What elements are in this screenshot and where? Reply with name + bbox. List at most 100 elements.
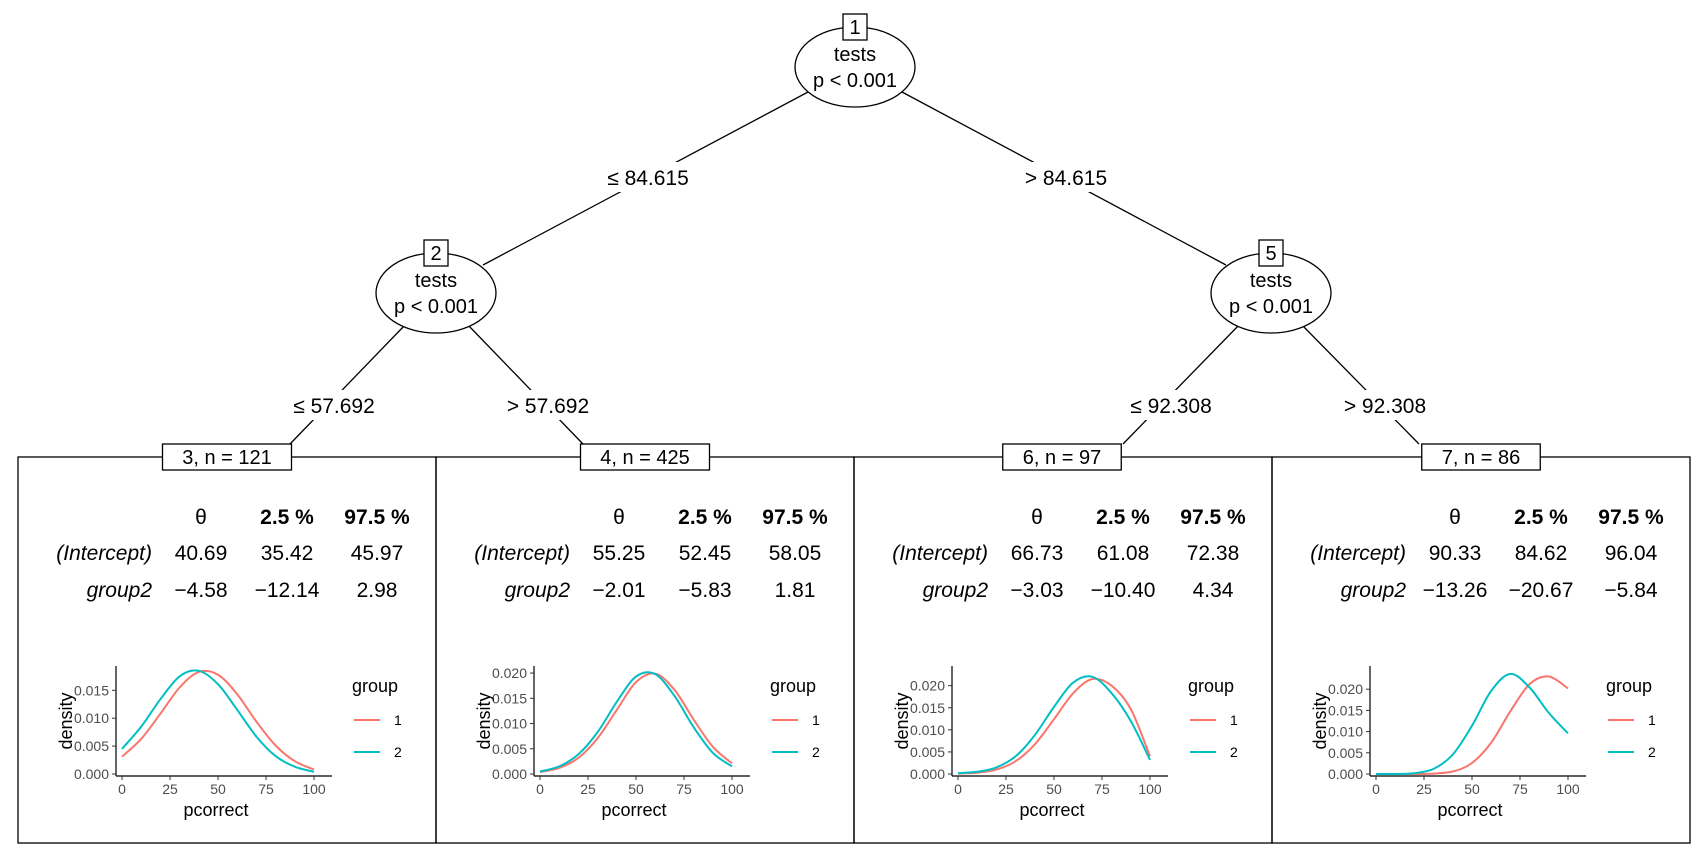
density-line-group-1: [957, 677, 1151, 775]
table-row: (Intercept) 90.33 84.62 96.04: [1310, 542, 1657, 565]
terminal-label: 3, n = 121: [182, 447, 272, 469]
legend-label: 1: [394, 712, 402, 728]
x-tick-label: 25: [998, 781, 1014, 797]
table-row: group2 −3.03 −10.40 4.34: [923, 579, 1234, 602]
plot-legend: group 1 2: [352, 676, 402, 760]
legend-title: group: [1188, 676, 1234, 696]
row-ci-upper: 58.05: [769, 542, 822, 565]
y-tick-label: 0.020: [492, 665, 527, 681]
row-term: (Intercept): [56, 542, 152, 565]
density-plot: 0 25 50 75 100 0.000 0.005 0.010 0.015 pcorrect de…: [56, 666, 332, 820]
node-pvalue: p < 0.001: [1229, 296, 1313, 318]
y-tick-label: 0.010: [910, 722, 945, 738]
table-row: (Intercept) 40.69 35.42 45.97: [56, 542, 403, 565]
table-header-theta: θ: [195, 506, 207, 529]
node-pvalue: p < 0.001: [394, 296, 478, 318]
row-estimate: 66.73: [1011, 542, 1064, 565]
node-variable: tests: [1250, 270, 1292, 292]
node-id-box: [1258, 239, 1284, 267]
y-tick-label: 0.015: [74, 682, 109, 698]
row-term: (Intercept): [1310, 542, 1406, 565]
node-id: 5: [1265, 243, 1276, 265]
row-ci-lower: −12.14: [255, 579, 320, 602]
row-ci-upper: −5.84: [1604, 579, 1657, 602]
y-tick-label: 0.020: [910, 678, 945, 694]
terminal-node-1: 3, n = 121 θ 2.5 % 97.5 % (Intercept) 40.69 35…: [17, 443, 437, 844]
density-line-group-2: [121, 669, 315, 773]
node-id: 2: [430, 243, 441, 265]
legend-title: group: [352, 676, 398, 696]
table-row: (Intercept) 55.25 52.45 58.05: [474, 542, 821, 565]
x-tick-label: 75: [258, 781, 274, 797]
y-tick-label: 0.005: [910, 744, 945, 760]
table-header-upper: 97.5 %: [1180, 506, 1246, 529]
tree-node-1: 1 tests p < 0.001: [794, 13, 916, 108]
x-axis-label: pcorrect: [1019, 800, 1084, 820]
table-header-upper: 97.5 %: [762, 506, 828, 529]
table-header-lower: 2.5 %: [260, 506, 314, 529]
node-variable: tests: [834, 44, 876, 66]
y-tick-label: 0.000: [910, 766, 945, 782]
x-tick-label: 0: [954, 781, 962, 797]
table-row: group2 −4.58 −12.14 2.98: [87, 579, 398, 602]
row-ci-lower: 35.42: [261, 542, 314, 565]
row-ci-lower: 84.62: [1515, 542, 1568, 565]
x-tick-label: 0: [118, 781, 126, 797]
y-tick-label: 0.000: [74, 766, 109, 782]
terminal-label: 4, n = 425: [600, 447, 690, 469]
row-term: (Intercept): [474, 542, 570, 565]
row-estimate: 90.33: [1429, 542, 1482, 565]
y-axis-label: density: [474, 692, 494, 749]
edge-label-1-2: ≤ 84.615: [607, 167, 689, 190]
row-ci-upper: 2.98: [357, 579, 398, 602]
density-line-group-1: [539, 672, 733, 773]
x-tick-label: 0: [536, 781, 544, 797]
legend-label: 2: [1230, 744, 1238, 760]
row-term: (Intercept): [892, 542, 988, 565]
y-tick-label: 0.010: [492, 716, 527, 732]
y-axis-label: density: [1310, 692, 1330, 749]
table-row: (Intercept) 66.73 61.08 72.38: [892, 542, 1239, 565]
terminal-label: 7, n = 86: [1442, 447, 1520, 469]
x-tick-label: 25: [580, 781, 596, 797]
table-header-lower: 2.5 %: [1514, 506, 1568, 529]
density-line-group-2: [539, 671, 733, 773]
row-ci-lower: −20.67: [1509, 579, 1574, 602]
edge-5-6: [1122, 323, 1241, 445]
legend-title: group: [1606, 676, 1652, 696]
density-plot: 0 25 50 75 100 0.000 0.005 0.010 0.015 0.020 pcorr…: [892, 666, 1168, 820]
x-axis-label: pcorrect: [1437, 800, 1502, 820]
plot-legend: group 1 2: [770, 676, 820, 760]
y-tick-label: 0.015: [910, 700, 945, 716]
row-estimate: −4.58: [174, 579, 227, 602]
node-pvalue: p < 0.001: [813, 70, 897, 92]
x-tick-label: 50: [628, 781, 644, 797]
row-ci-upper: 4.34: [1193, 579, 1234, 602]
x-tick-label: 75: [1094, 781, 1110, 797]
table-header-theta: θ: [1449, 506, 1461, 529]
x-axis-label: pcorrect: [601, 800, 666, 820]
row-estimate: 40.69: [175, 542, 228, 565]
x-tick-label: 50: [1046, 781, 1062, 797]
x-tick-label: 75: [676, 781, 692, 797]
table-row: group2 −13.26 −20.67 −5.84: [1341, 579, 1658, 602]
y-tick-label: 0.000: [492, 766, 527, 782]
tree-node-2: 2 tests p < 0.001: [375, 239, 497, 334]
x-tick-label: 50: [1464, 781, 1480, 797]
row-ci-upper: 72.38: [1187, 542, 1240, 565]
density-line-group-1: [121, 669, 315, 771]
row-term: group2: [505, 579, 571, 602]
legend-label: 2: [394, 744, 402, 760]
edge-label-1-5: > 84.615: [1025, 167, 1107, 190]
x-tick-label: 100: [720, 781, 744, 797]
edge-label-2-4: > 57.692: [507, 395, 589, 418]
x-tick-label: 75: [1512, 781, 1528, 797]
row-ci-lower: −5.83: [678, 579, 731, 602]
row-ci-lower: −10.40: [1091, 579, 1156, 602]
y-axis-label: density: [56, 692, 76, 749]
table-header-lower: 2.5 %: [678, 506, 732, 529]
x-axis-label: pcorrect: [183, 800, 248, 820]
table-header-upper: 97.5 %: [1598, 506, 1664, 529]
row-term: group2: [1341, 579, 1407, 602]
